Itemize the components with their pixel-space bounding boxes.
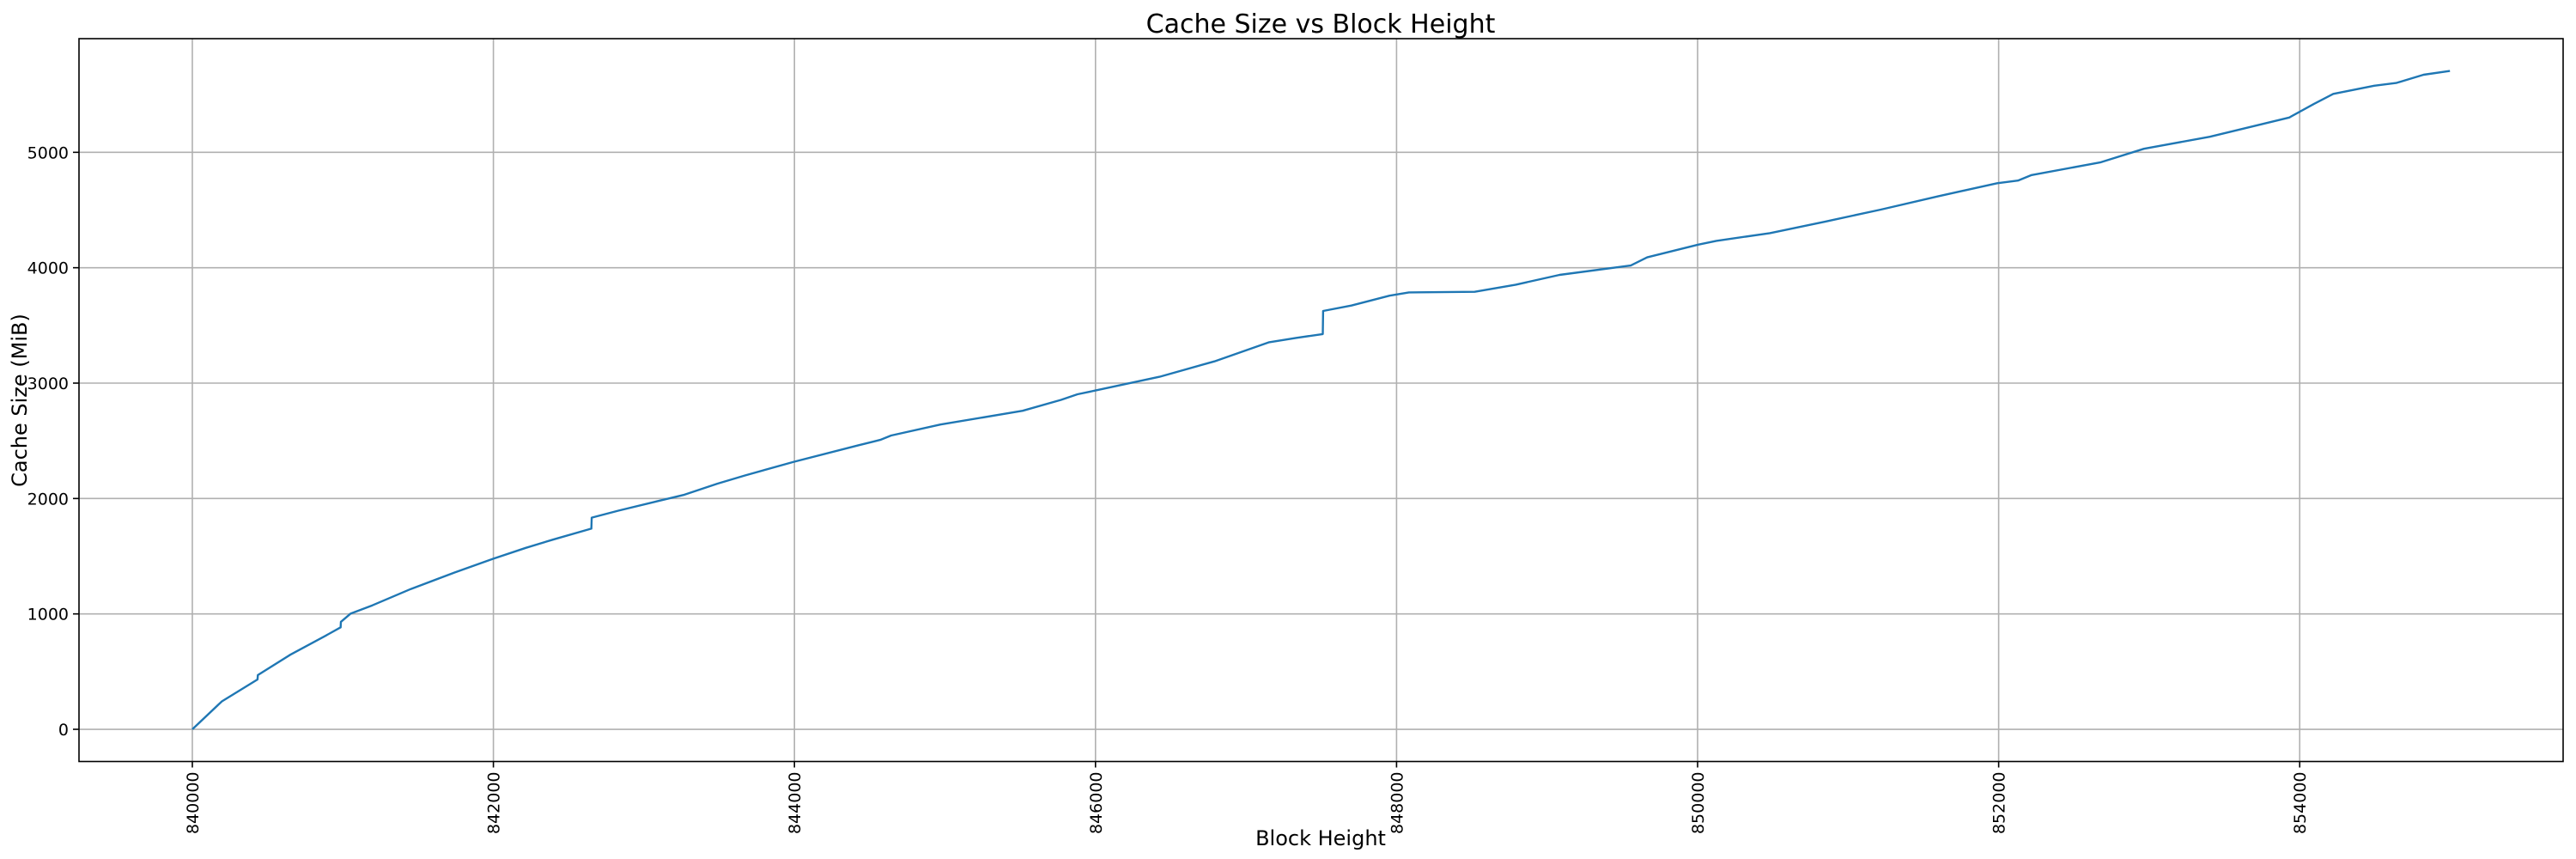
x-tick-label: 844000 (786, 772, 805, 835)
x-tick-label: 840000 (184, 772, 203, 835)
y-axis-label: Cache Size (MiB) (8, 314, 32, 487)
axis-ticks: 840000 842000 844000 846000 848000 850000 8520… (27, 143, 2311, 834)
chart-title: Cache Size vs Block Height (1146, 9, 1496, 40)
plot-frame (78, 38, 2564, 763)
y-tick-label: 2000 (27, 490, 69, 509)
x-tick-label: 852000 (1990, 772, 2009, 835)
x-tick-label: 842000 (485, 772, 504, 835)
y-tick-label: 1000 (27, 606, 69, 624)
y-tick-label: 4000 (27, 259, 69, 278)
y-tick-label: 3000 (27, 375, 69, 393)
x-axis-label: Block Height (1255, 826, 1386, 850)
cache-size-line (191, 70, 2451, 730)
x-tick-label: 846000 (1087, 772, 1106, 835)
y-tick-label: 0 (58, 721, 69, 740)
x-tick-label: 850000 (1689, 772, 1708, 835)
y-tick-label: 5000 (27, 143, 69, 162)
x-tick-label: 848000 (1388, 772, 1406, 835)
gridlines (79, 39, 2563, 762)
x-tick-label: 854000 (2291, 772, 2310, 835)
